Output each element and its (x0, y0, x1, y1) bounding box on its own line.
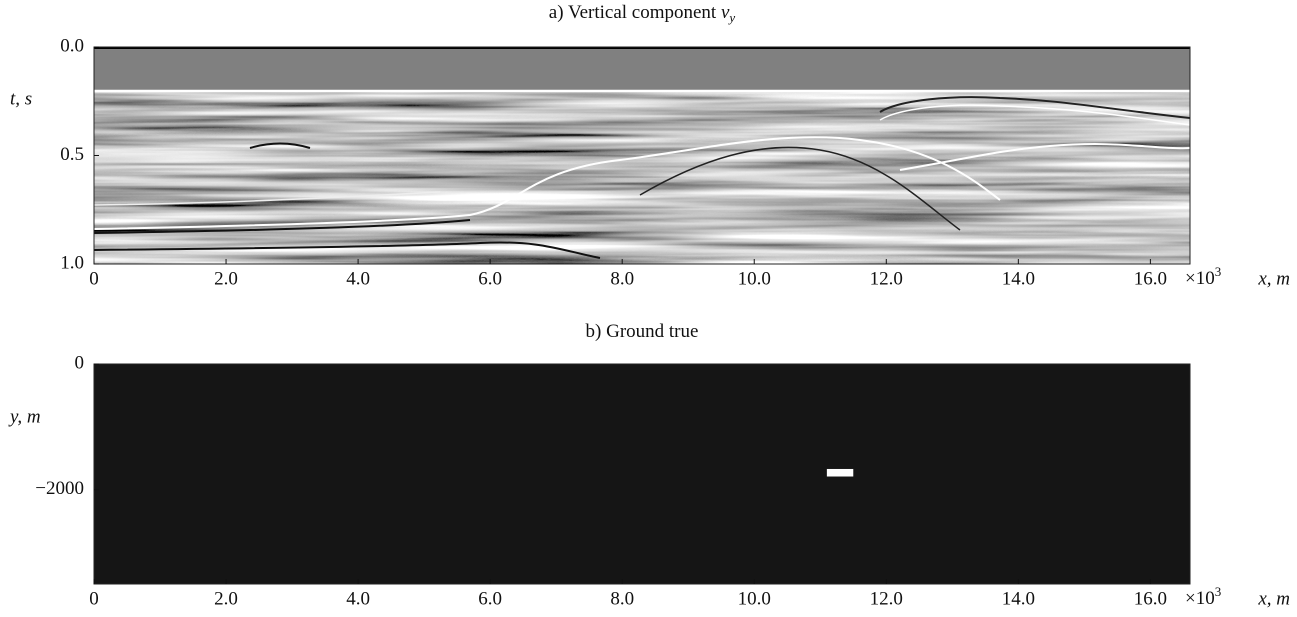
x-tick-label: 10.0 (738, 588, 771, 609)
x-tick-label: 6.0 (478, 268, 502, 289)
x-multiplier-base: ×10 (1185, 588, 1215, 609)
panel-title: b) Ground true (586, 321, 699, 342)
x-multiplier-base: ×10 (1185, 268, 1215, 289)
x-tick-label: 14.0 (1002, 588, 1035, 609)
x-tick-label: 0 (89, 588, 99, 609)
image-background (94, 364, 1190, 584)
x-tick-label: 4.0 (346, 268, 370, 289)
y-tick-label: 0.0 (60, 35, 84, 56)
x-axis-label: x, m (1257, 268, 1290, 289)
x-tick-label: 2.0 (214, 588, 238, 609)
x-multiplier-exp: 3 (1215, 264, 1222, 279)
x-tick-label: 12.0 (870, 268, 903, 289)
panel-title: a) Vertical component vy (549, 2, 736, 25)
x-tick-label: 16.0 (1134, 268, 1167, 289)
x-tick-label: 4.0 (346, 588, 370, 609)
x-tick-label: 6.0 (478, 588, 502, 609)
x-tick-label: 14.0 (1002, 268, 1035, 289)
x-multiplier-exp: 3 (1215, 584, 1222, 599)
x-multiplier: ×103 (1185, 584, 1221, 609)
seismogram-texture (94, 92, 1190, 264)
title-subscript: y (727, 10, 735, 25)
panel-b: b) Ground true 0 2.0 4.0 6.0 8.0 10.0 12.0 14.0 1… (8, 321, 1290, 609)
y-axis-label: y, m (8, 406, 41, 427)
anomaly (826, 468, 854, 477)
x-tick-label: 8.0 (610, 268, 634, 289)
reflectors (94, 47, 1190, 259)
title-text: a) Vertical component (549, 2, 721, 23)
y-tick-label: 0.5 (60, 144, 84, 165)
y-tick-label: 0 (75, 352, 85, 373)
y-tick-label: −2000 (35, 478, 84, 499)
x-tick-label: 0 (89, 268, 99, 289)
title-symbol: v (721, 2, 730, 23)
x-tick-label: 10.0 (738, 268, 771, 289)
x-multiplier: ×103 (1185, 264, 1221, 289)
panel-a: a) Vertical component vy 0 2.0 4.0 6.0 8.0 10.… (10, 2, 1290, 289)
x-axis-label: x, m (1257, 588, 1290, 609)
plot-frame (93, 363, 1191, 585)
x-tick-label: 16.0 (1134, 588, 1167, 609)
y-axis-label: t, s (10, 88, 32, 109)
x-tick-label: 8.0 (610, 588, 634, 609)
x-tick-label: 12.0 (870, 588, 903, 609)
x-tick-label: 2.0 (214, 268, 238, 289)
y-tick-label: 1.0 (60, 252, 84, 273)
title-text: b) Ground true (586, 321, 699, 342)
